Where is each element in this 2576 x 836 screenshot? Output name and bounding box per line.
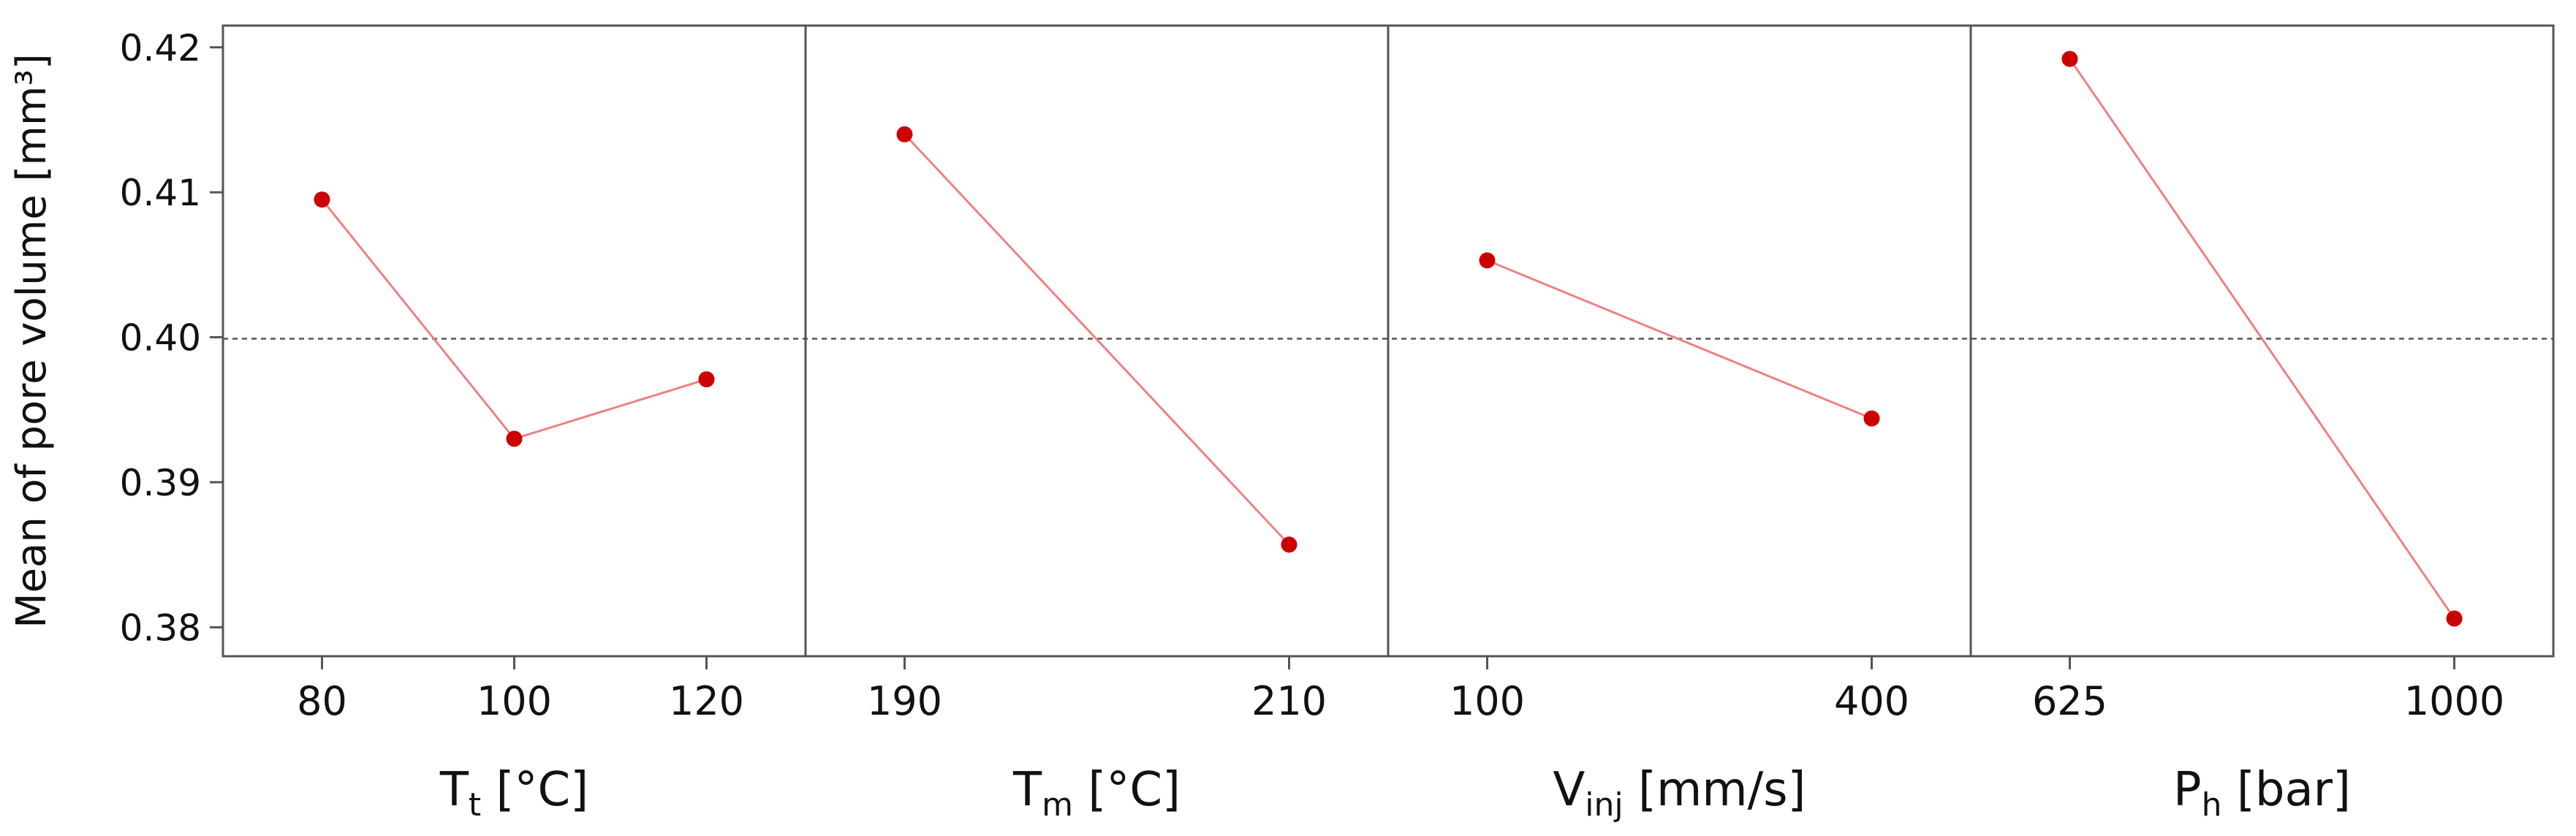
data-point [896,126,913,142]
x-tick-label: 80 [297,678,347,724]
series-line [2069,58,2455,620]
data-point [698,371,715,388]
y-tick-label: 0.41 [120,172,201,214]
panel-x-label: Tt [°C] [439,763,588,824]
x-tick-label: 400 [1834,678,1909,724]
y-tick-label: 0.39 [120,462,201,504]
data-point [2446,610,2463,627]
x-tick-label: 190 [867,678,942,724]
x-tick-label: 100 [1450,678,1525,724]
panel-x-label: Tm [°C] [1012,763,1181,824]
panel-x-label: Ph [bar] [2173,763,2351,824]
data-point [1479,252,1496,269]
data-point [2061,50,2078,67]
y-tick-label: 0.38 [120,607,201,649]
x-tick-label: 100 [477,678,552,724]
data-point [1281,536,1298,553]
y-tick-label: 0.42 [120,27,201,69]
x-tick-label: 1000 [2404,678,2504,724]
data-point [506,430,523,447]
series-line [321,199,707,441]
panel-x-label: Vinj [mm/s] [1553,763,1806,824]
y-axis-label: Mean of pore volume [mm³] [8,53,56,628]
series-line [1486,259,1873,420]
x-tick-label: 625 [2032,678,2107,724]
data-point [1863,410,1880,427]
x-tick-label: 120 [669,678,744,724]
y-tick-label: 0.40 [120,317,201,360]
series-line [904,133,1290,546]
x-tick-label: 210 [1251,678,1327,724]
data-point [314,191,330,208]
